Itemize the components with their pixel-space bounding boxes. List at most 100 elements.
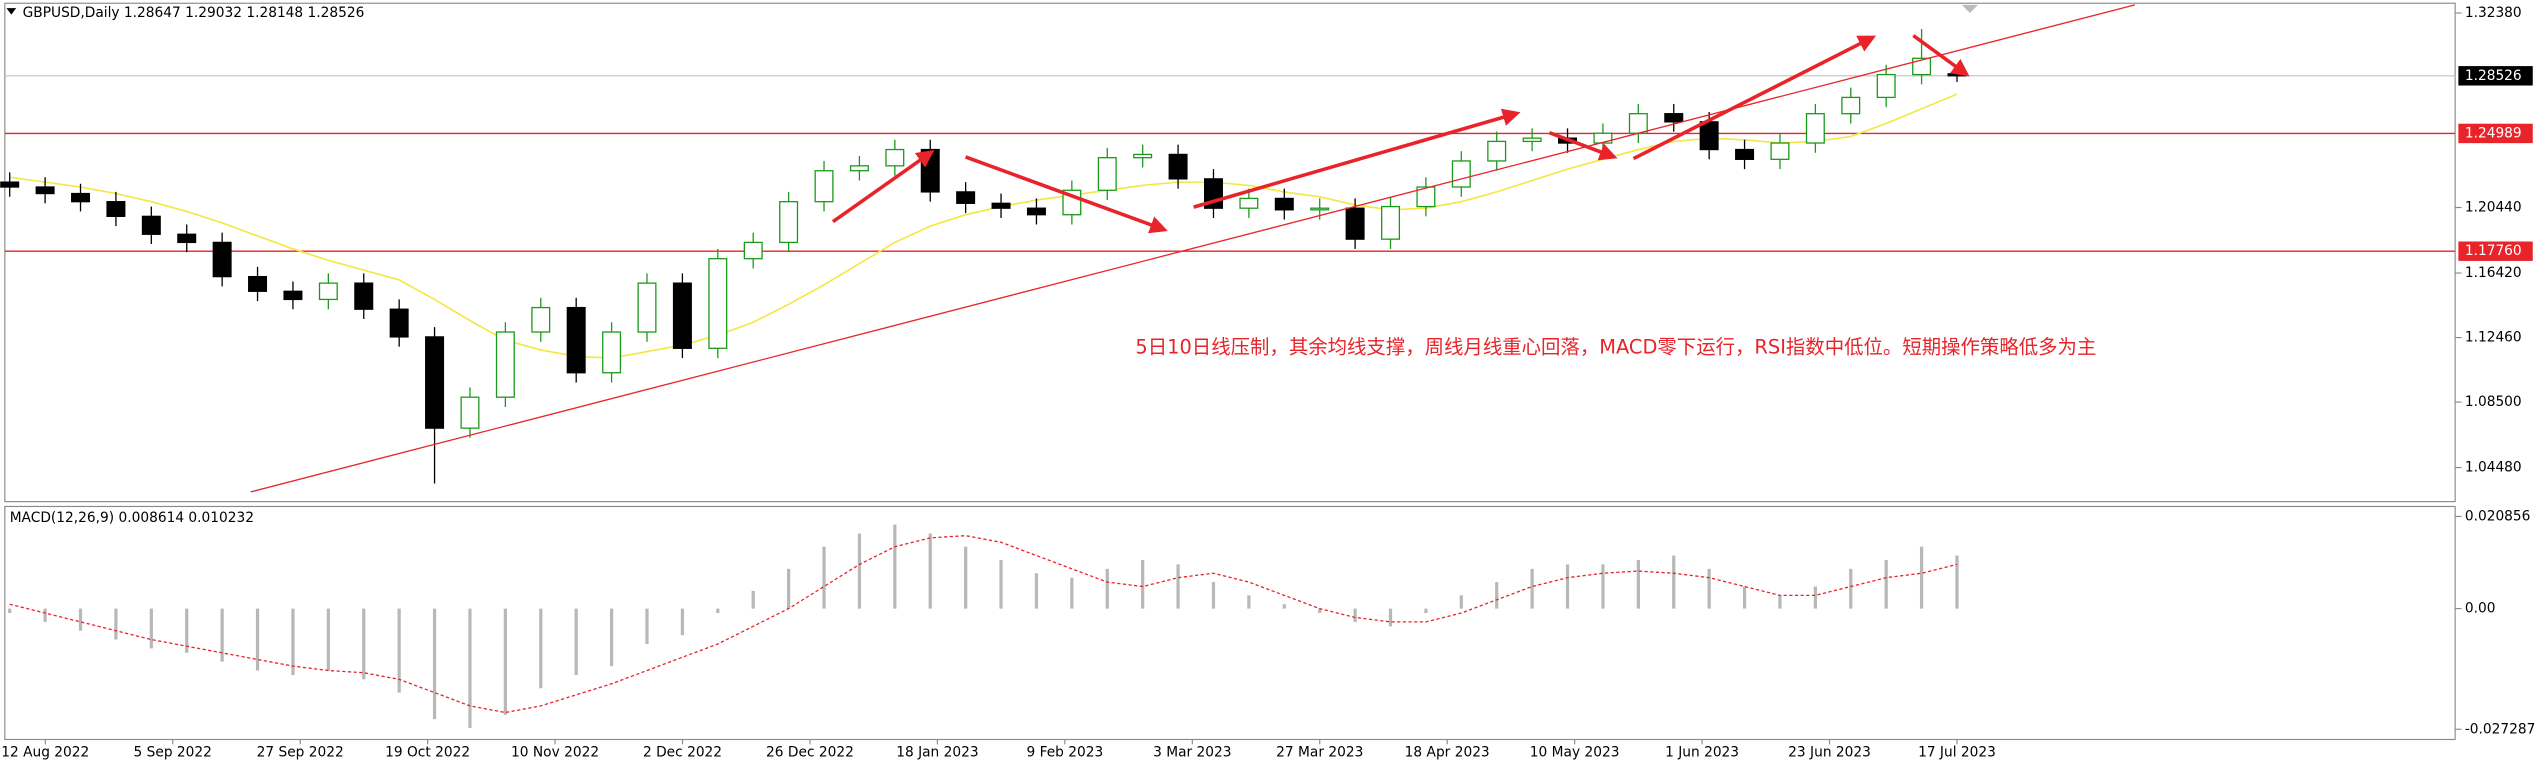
y-tick-label: 1.32380 bbox=[2465, 5, 2522, 21]
candle-body bbox=[1239, 197, 1259, 209]
candle-body bbox=[1381, 205, 1401, 240]
arrow bbox=[964, 155, 1168, 234]
candle-body bbox=[672, 282, 692, 349]
plot-area: 1.32380 1.20440 1.16420 1.12460 1.08500 1.044… bbox=[0, 5, 2536, 760]
candle-body bbox=[885, 148, 905, 167]
y-tick-label: 1.16420 bbox=[2465, 265, 2522, 281]
trend-line bbox=[250, 4, 2136, 493]
candle-body bbox=[177, 233, 197, 244]
macd-y-tick-label: -0.027287 bbox=[2465, 721, 2536, 737]
candle-body bbox=[1097, 157, 1117, 191]
moving-average bbox=[9, 93, 1958, 359]
main-panel bbox=[4, 2, 2456, 503]
candle-body bbox=[283, 290, 303, 301]
arrow bbox=[1912, 34, 1970, 77]
level-label: 1.17760 bbox=[2465, 243, 2522, 259]
x-tick-label: 10 Nov 2022 bbox=[511, 744, 599, 760]
arrow bbox=[831, 150, 935, 224]
y-tick-label: 1.04480 bbox=[2465, 460, 2522, 476]
candle-body bbox=[602, 331, 622, 374]
candle-body bbox=[779, 201, 799, 244]
candle-body bbox=[425, 336, 445, 429]
price-label: 1.28526 bbox=[2465, 68, 2522, 84]
candle-body bbox=[1947, 73, 1967, 77]
candle-body bbox=[1026, 207, 1046, 216]
x-tick-label: 18 Apr 2023 bbox=[1405, 744, 1490, 760]
candle-body bbox=[0, 181, 20, 188]
annotation: 5日10日线压制，其余均线支撑，周线月线重心回落，MACD零下运行，RSI指数中… bbox=[1135, 335, 2096, 358]
candle-body bbox=[1912, 57, 1932, 76]
candle-body bbox=[1664, 113, 1684, 123]
candle-body bbox=[1451, 160, 1471, 188]
x-tick-label: 3 Mar 2023 bbox=[1153, 744, 1231, 760]
candle-body bbox=[1841, 96, 1861, 115]
chart-title: GBPUSD,Daily 1.28647 1.29032 1.28148 1.2… bbox=[23, 5, 365, 21]
candle-body bbox=[1274, 197, 1294, 211]
candle-body bbox=[1310, 207, 1330, 211]
x-tick-label: 18 Jan 2023 bbox=[896, 744, 978, 760]
arrow bbox=[1548, 131, 1618, 161]
level-label-box bbox=[2458, 123, 2533, 144]
candle-body bbox=[106, 201, 126, 217]
candle-body bbox=[1168, 153, 1188, 180]
price-label-box bbox=[2458, 66, 2533, 86]
x-tick-label: 17 Jul 2023 bbox=[1918, 744, 1996, 760]
candle-body bbox=[1735, 148, 1755, 160]
x-tick-label: 23 Jun 2023 bbox=[1788, 744, 1871, 760]
candle-body bbox=[814, 170, 834, 203]
candle-body bbox=[637, 282, 657, 333]
arrow bbox=[1193, 108, 1521, 209]
candle-body bbox=[1345, 207, 1365, 240]
arrow bbox=[1632, 35, 1877, 161]
x-tick-label: 26 Dec 2022 bbox=[766, 744, 854, 760]
candle-body bbox=[212, 241, 232, 278]
x-tick-label: 27 Sep 2022 bbox=[257, 744, 344, 760]
candle-body bbox=[141, 215, 161, 235]
level-label: 1.24989 bbox=[2465, 125, 2522, 141]
candle-body bbox=[1133, 153, 1153, 159]
x-tick-label: 9 Feb 2023 bbox=[1026, 744, 1103, 760]
arrows bbox=[831, 34, 1970, 234]
candle-body bbox=[708, 258, 728, 349]
candle-body bbox=[495, 331, 515, 398]
x-tick-label: 12 Aug 2022 bbox=[1, 744, 89, 760]
y-tick-label: 1.20440 bbox=[2465, 200, 2522, 216]
candle-body bbox=[354, 282, 374, 310]
candle-body bbox=[991, 202, 1011, 209]
candle-body bbox=[248, 275, 268, 292]
candle-body bbox=[566, 306, 586, 374]
candle-body bbox=[1628, 113, 1648, 134]
y-tick-label: 1.08500 bbox=[2465, 394, 2522, 410]
candle-body bbox=[531, 306, 551, 333]
x-tick-label: 5 Sep 2022 bbox=[134, 744, 212, 760]
candle-body bbox=[956, 191, 976, 204]
x-tick-label: 27 Mar 2023 bbox=[1276, 744, 1363, 760]
level-label-box bbox=[2458, 241, 2533, 261]
y-tick-label: 1.12460 bbox=[2465, 330, 2522, 346]
macd-y-tick-label: 0.00 bbox=[2465, 601, 2496, 617]
x-tick-label: 2 Dec 2022 bbox=[643, 744, 722, 760]
menu-marker bbox=[6, 8, 17, 15]
candle-body bbox=[743, 241, 763, 260]
candle-body bbox=[1416, 186, 1436, 208]
macd-panel bbox=[4, 505, 2456, 741]
x-tick-label: 19 Oct 2022 bbox=[385, 744, 470, 760]
candle-body bbox=[460, 396, 480, 429]
candle-body bbox=[849, 165, 869, 172]
macd-signal bbox=[9, 535, 1958, 714]
candle-body bbox=[1876, 73, 1896, 99]
candle-body bbox=[1770, 142, 1790, 160]
x-tick-label: 10 May 2023 bbox=[1530, 744, 1620, 760]
candle-body bbox=[1699, 121, 1719, 151]
candle-body bbox=[318, 282, 338, 301]
candle-body bbox=[389, 308, 409, 338]
macd-title: MACD(12,26,9) 0.008614 0.010232 bbox=[10, 510, 254, 526]
shift-marker bbox=[1961, 4, 1979, 13]
candle-body bbox=[35, 186, 55, 195]
candle-body bbox=[71, 192, 91, 203]
x-tick-label: 1 Jun 2023 bbox=[1665, 744, 1739, 760]
macd-y-tick-label: 0.020856 bbox=[2465, 508, 2531, 524]
